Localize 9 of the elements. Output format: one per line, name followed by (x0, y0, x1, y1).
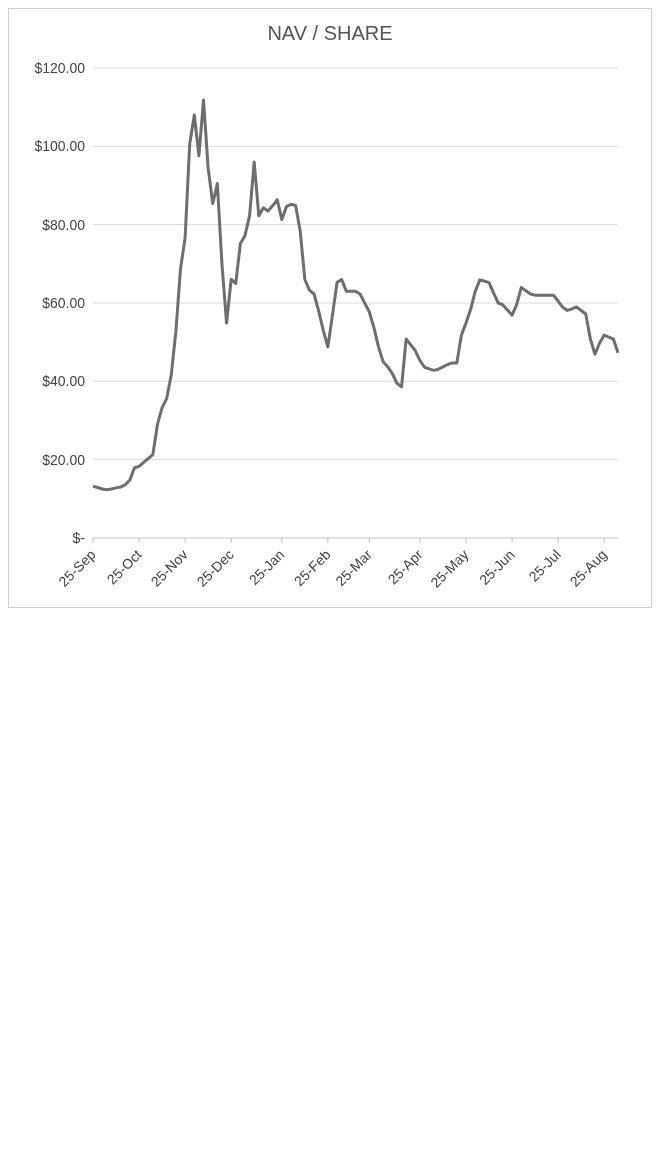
y-tick-label: $20.00 (42, 451, 86, 468)
y-tick-label: $120.00 (34, 59, 86, 76)
y-tick-label: $60.00 (42, 294, 86, 311)
chart-title: NAV / SHARE (266, 22, 394, 45)
y-tick-label: $80.00 (42, 216, 86, 233)
line-series (91, 98, 620, 492)
y-tick-label: $40.00 (42, 373, 86, 390)
y-tick-label: $100.00 (34, 138, 86, 155)
y-tick-label: $- (72, 529, 86, 546)
